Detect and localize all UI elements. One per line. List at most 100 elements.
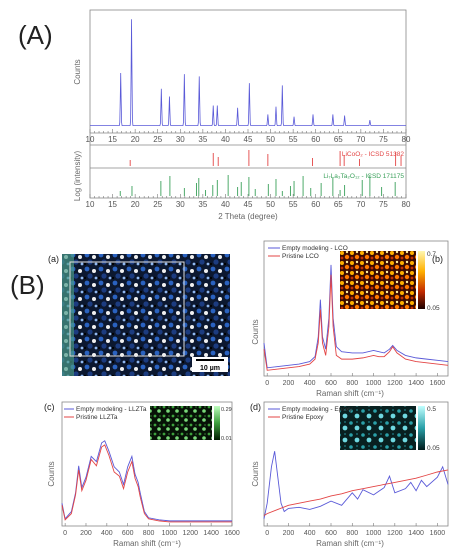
epoxy-frame [263,401,449,527]
xrd-panel: 10 15 20 25 30 35 40 45 50 55 60 65 70 75 80 10 15 20 25 30… [73,9,411,221]
xrd-tick-label-top: 50 [266,135,275,144]
xrd-ylabel-bottom: Log (intensity) [73,151,82,202]
raman-llzta-panel: 0 200 400 600 800 1000 1200 1400 1600 0.29 0.01 … [44,401,240,548]
llzta-tag: (c) [44,402,55,412]
lco-inset-map [340,251,416,309]
xrd-tick-label-bottom: 25 [153,200,162,209]
lco-colorbar [418,251,425,309]
epoxy-tick-label: 200 [283,530,295,537]
map-scalebar-label: 10 µm [200,365,220,372]
lco-series-1 [263,264,449,369]
llzta-tick-label: 600 [122,530,134,537]
llzta-series-2 [61,444,232,523]
xrd-tick-label-top: 30 [176,135,185,144]
xrd-tick-label-bottom: 40 [221,200,230,209]
lco-tick-label: 800 [346,380,358,387]
llzta-xlabel: Raman shift (cm⁻¹) [113,539,181,548]
llzta-tick-label: 1200 [182,530,198,537]
epoxy-tick-label: 1000 [366,530,382,537]
xrd-tick-label-bottom: 50 [266,200,275,209]
lco-tick-label: 0 [265,380,269,387]
raman-lco-panel: 0 200 400 600 800 1000 1200 1400 1600 0.7 0.05 E… [251,240,449,398]
xrd-xlabel: 2 Theta (degree) [218,212,278,221]
xrd-tick-label-top: 80 [402,135,411,144]
xrd-tick-label-top: 10 [86,135,95,144]
lco-tick-label: 400 [304,380,316,387]
lco-tick-label: 200 [283,380,295,387]
xrd-tick-label-bottom: 10 [86,200,95,209]
epoxy-colorbar-min: 0.05 [427,445,440,452]
xrd-tick-label-top: 60 [311,135,320,144]
xrd-ref-llzta-label: Li₇La₃Ta₂O₁₂ - ICSD 171175 [323,173,404,180]
xrd-tick-label-top: 35 [198,135,207,144]
llzta-colorbar [214,406,220,440]
lco-tick-label: 1600 [430,380,446,387]
epoxy-tick-label: 400 [304,530,316,537]
xrd-tick-label-top: 25 [153,135,162,144]
epoxy-series-1 [263,451,449,519]
lco-tick-label: 600 [325,380,337,387]
xrd-tick-label-top: 20 [131,135,140,144]
llzta-tick-label: 1400 [203,530,219,537]
lco-xlabel: Raman shift (cm⁻¹) [316,389,384,398]
lco-ylabel: Counts [251,319,260,344]
xrd-tick-label-top: 40 [221,135,230,144]
epoxy-legend-1: Empty modeling - Epoxy [282,406,353,413]
label-a: (A) [18,20,53,50]
xrd-tick-label-top: 65 [334,135,343,144]
xrd-tick-label-bottom: 45 [244,200,253,209]
xrd-tick-label-bottom: 60 [311,200,320,209]
epoxy-tick-label: 600 [325,530,337,537]
llzta-tick-label: 400 [101,530,113,537]
map-left-strip [62,254,74,376]
llzta-ylabel: Counts [47,461,56,486]
llzta-tick-label: 1000 [162,530,178,537]
xrd-tick-label-bottom: 70 [356,200,365,209]
llzta-tick-label: 1600 [224,530,240,537]
llzta-colorbar-min: 0.01 [221,436,232,442]
epoxy-xlabel: Raman shift (cm⁻¹) [316,539,384,548]
epoxy-tag: (d) [250,402,261,412]
xrd-tick-label-bottom: 20 [131,200,140,209]
lco-tag: (b) [432,254,443,264]
xrd-tick-label-bottom: 55 [289,200,298,209]
lco-frame [263,240,449,377]
llzta-legend-2: Pristine LLZTa [76,414,118,421]
epoxy-tick-label: 1600 [430,530,446,537]
epoxy-tick-label: 1200 [387,530,403,537]
llzta-frame [61,401,233,527]
map-tag: (a) [48,254,59,264]
raman-map-panel: 10 µm (a) [48,254,230,376]
lco-colorbar-max: 0.7 [427,251,436,258]
xrd-tick-label-bottom: 80 [402,200,411,209]
lco-colorbar-min: 0.05 [427,305,440,312]
epoxy-colorbar-max: 0.5 [427,406,436,413]
xrd-tick-label-top: 45 [244,135,253,144]
xrd-tick-label-top: 70 [356,135,365,144]
xrd-tick-label-top: 15 [108,135,117,144]
xrd-pattern-line [90,19,406,127]
llzta-colorbar-max: 0.29 [221,407,232,413]
xrd-tick-label-bottom: 65 [334,200,343,209]
map-roi-box [69,261,185,357]
lco-series-2 [263,274,449,371]
xrd-tick-label-top: 55 [289,135,298,144]
lco-tick-label: 1400 [408,380,424,387]
epoxy-tick-label: 800 [346,530,358,537]
epoxy-series-2 [263,469,449,517]
xrd-ylabel-top: Counts [73,59,82,84]
xrd-tick-label-bottom: 35 [198,200,207,209]
epoxy-inset-map [340,406,416,450]
llzta-tick-label: 0 [63,530,67,537]
xrd-ref-lco-label: LiCoO₂ - ICSD 51382 [342,151,405,158]
xrd-tick-label-top: 75 [379,135,388,144]
llzta-tick-label: 200 [80,530,92,537]
label-b: (B) [10,270,45,300]
llzta-tick-label: 800 [143,530,155,537]
raman-epoxy-panel: 0 200 400 600 800 1000 1200 1400 1600 0.5 0.05 E… [250,401,449,548]
lco-legend-2: Pristine LCO [282,253,319,260]
xrd-tick-label-bottom: 75 [379,200,388,209]
lco-legend-1: Empty modeling - LCO [282,245,348,252]
xrd-frame [89,9,407,199]
